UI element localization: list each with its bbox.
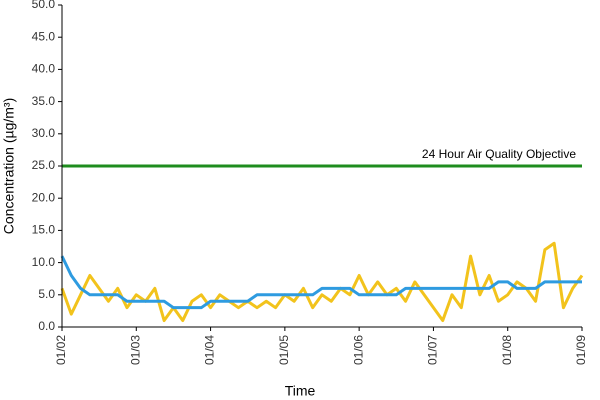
x-tick-label: 01/05 — [277, 335, 291, 365]
y-tick-label: 20.0 — [32, 190, 56, 204]
y-tick-label: 10.0 — [32, 255, 56, 269]
y-tick-label: 40.0 — [32, 62, 56, 76]
series-line — [60, 255, 582, 310]
x-tick-label: 01/04 — [203, 335, 217, 365]
y-tick-label: 5.0 — [38, 287, 55, 301]
x-tick-label: 01/08 — [500, 335, 514, 365]
x-tick-label: 01/07 — [426, 335, 440, 365]
x-axis-label: Time — [285, 383, 316, 399]
x-tick-label: 01/03 — [128, 335, 142, 365]
y-tick-label: 25.0 — [32, 158, 56, 172]
y-tick-label: 50.0 — [32, 0, 56, 11]
y-tick-label: 30.0 — [32, 126, 56, 140]
x-tick-label: 01/06 — [351, 335, 365, 365]
x-tick-label: 01/02 — [54, 335, 68, 365]
y-tick-label: 35.0 — [32, 94, 56, 108]
y-tick-label: 45.0 — [32, 29, 56, 43]
y-axis-label: Concentration (µg/m³) — [1, 98, 17, 234]
x-tick-label: 01/09 — [574, 335, 588, 365]
y-tick-label: 15.0 — [32, 223, 56, 237]
series-line — [60, 241, 584, 323]
y-tick-label: 0.0 — [38, 319, 55, 333]
objective-label: 24 Hour Air Quality Objective — [422, 147, 576, 161]
